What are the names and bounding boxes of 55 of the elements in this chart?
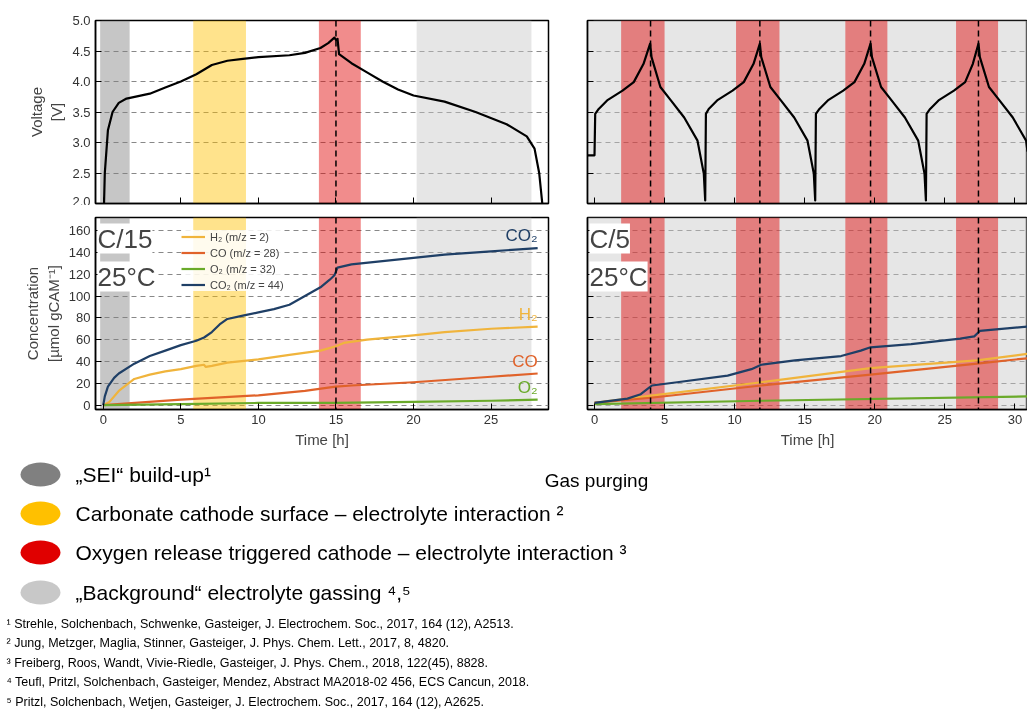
text: ² Jung, Metzger, Maglia, Stinner, Gasteiger, J. Phys. Chem. Lett., 2017, 8, 4820. [6, 636, 450, 650]
x-tick-label: 25 [937, 411, 953, 427]
text: ³ Freiberg, Roos, Wandt, Vivie-Riedle, Gasteiger, J. Phys. Chem., 2018, 122(45), 8828. [6, 655, 488, 670]
y-tick-label: 0 [83, 397, 91, 413]
x-axis-title: Time [h] [295, 430, 349, 448]
x-tick-label: 10 [727, 411, 742, 427]
y-tick-label: 20 [76, 375, 91, 391]
x-tick-label: 20 [406, 411, 421, 427]
y-tick-label: 5.0 [72, 13, 91, 28]
y-axis-title: Voltage [V] [28, 86, 66, 138]
annotation: 25°C [589, 261, 648, 292]
y-tick-label: 2.5 [72, 165, 91, 181]
y-tick-label: 40 [76, 354, 91, 369]
legend-label: CO (m/z = 28) [210, 246, 280, 259]
legend-label: O₂ (m/z = 32) [210, 262, 276, 275]
x-tick-label: 20 [867, 411, 882, 427]
x-tick-label: 0 [590, 411, 599, 427]
annotation: C/15 [97, 223, 153, 254]
y-tick-label: 80 [76, 310, 91, 326]
x-tick-label: 5 [177, 411, 185, 427]
annotation: O₂ [517, 377, 538, 397]
annotation: H₂ [518, 304, 538, 324]
y-tick-label: 3.0 [72, 135, 91, 150]
y-tick-label: 4.5 [72, 43, 91, 59]
annotation: 25°C [97, 261, 156, 292]
text: ⁵ Pritzl, Solchenbach, Wetjen, Gasteiger, J. Electrochem. Soc., 2017, 164 (12), A2625. [6, 694, 484, 709]
legend-label: CO₂ (m/z = 44) [210, 278, 284, 291]
x-tick-label: 15 [328, 411, 344, 427]
annotation: CO [512, 351, 538, 371]
x-axis-title: Time [h] [780, 430, 835, 448]
y-tick-label: 160 [68, 223, 91, 239]
y-tick-label: 2.0 [72, 193, 91, 209]
x-tick-label: 30 [1007, 411, 1023, 427]
legend-label: H₂ (m/z = 2) [210, 230, 269, 243]
y-tick-label: 4.0 [72, 74, 91, 89]
y-tick-label: 140 [68, 244, 91, 260]
legend-label: „SEI“ build-up¹ [75, 463, 211, 486]
y-axis-title: Concentration [µmol gCAM⁻¹] [24, 264, 62, 362]
x-tick-label: 10 [251, 411, 266, 427]
x-tick-label: 15 [797, 411, 812, 427]
x-tick-label: 5 [660, 411, 669, 427]
annotation: CO₂ [505, 226, 538, 246]
legend-label: „Background“ electrolyte gassing ⁴,⁵ [75, 581, 411, 604]
legend-label: Oxygen release triggered cathode – electrolyte interaction ³ [75, 541, 627, 564]
y-tick-label: 120 [68, 266, 91, 282]
text: Gas purging [544, 470, 649, 491]
y-tick-label: 3.5 [72, 104, 91, 120]
annotation: C/5 [589, 223, 630, 254]
text: ⁴ Teufl, Pritzl, Solchenbach, Gasteiger, Mendez, Abstract MA2018-02 456, ECS Cancun, 2018. [6, 675, 530, 689]
y-tick-label: 100 [68, 288, 91, 304]
text: ¹ Strehle, Solchenbach, Schwenke, Gasteiger, J. Electrochem. Soc., 2017, 164 (12), A2513. [6, 616, 514, 631]
x-tick-label: 0 [99, 411, 107, 427]
legend-label: Carbonate cathode surface – electrolyte interaction ² [75, 502, 564, 525]
x-tick-label: 25 [483, 411, 499, 427]
y-tick-label: 60 [76, 332, 91, 348]
